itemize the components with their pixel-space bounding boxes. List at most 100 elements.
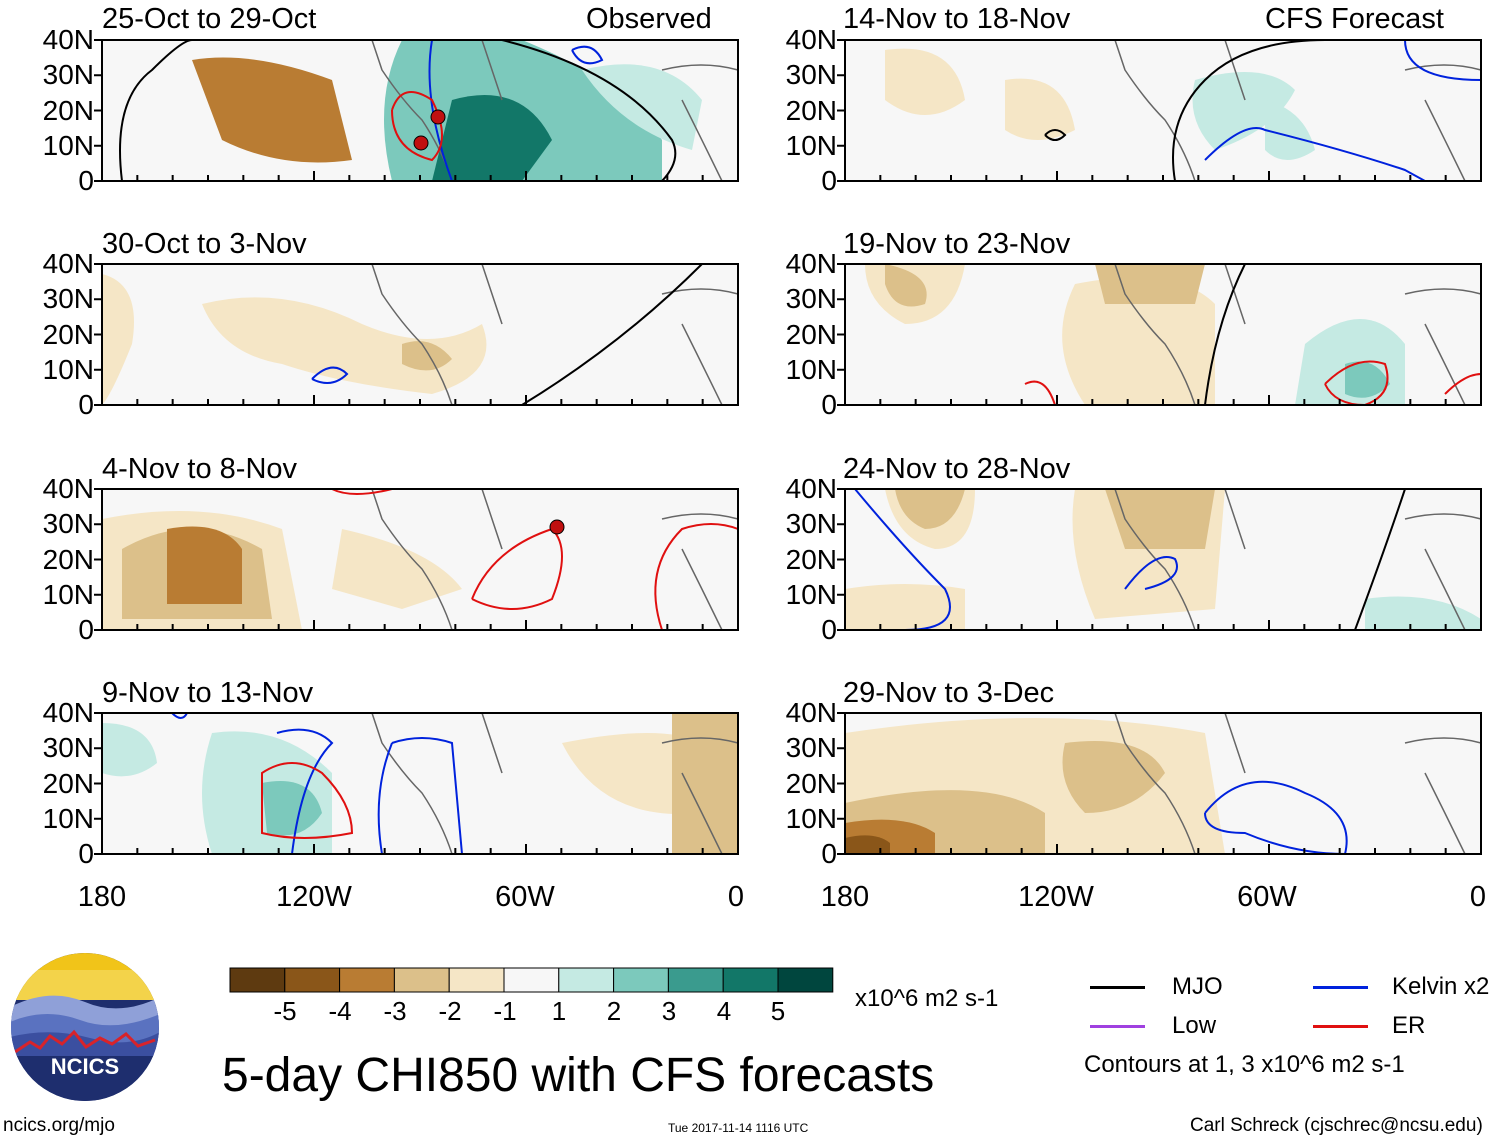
footer-timestamp: Tue 2017-11-14 1116 UTC [668, 1121, 809, 1135]
storm-icon [549, 519, 565, 535]
wave-contour [571, 45, 604, 65]
legend-er-swatch [1313, 1025, 1368, 1028]
chi-anomaly-fill [1105, 489, 1215, 549]
lat-label: 10N [42, 129, 94, 161]
lat-label: 20N [785, 767, 837, 799]
chi-anomaly-fill [895, 489, 965, 529]
colorbar-swatch [558, 967, 615, 993]
logo-text: NCICS [51, 1054, 119, 1079]
lat-label: 40N [42, 248, 94, 279]
coastline [371, 263, 739, 406]
main-title: 5-day CHI850 with CFS forecasts [222, 1049, 935, 1102]
wave-contour [471, 527, 563, 610]
wave-contour [854, 488, 951, 631]
panel-5-map [837, 39, 1482, 182]
wave-contour [1444, 373, 1482, 395]
wave-contour [276, 728, 334, 855]
legend-mjo-label: MJO [1172, 973, 1223, 1000]
panel-4-map [94, 712, 739, 855]
panel-title-3: 4-Nov to 8-Nov [102, 453, 298, 485]
lon-label-0-left: 0 [727, 881, 745, 913]
colorbar-swatch [229, 967, 286, 993]
forecast-label: CFS Forecast [1265, 3, 1444, 35]
lon-label-120w-left: 120W [276, 881, 352, 913]
wave-contour [1204, 263, 1246, 406]
lat-label: 0 [78, 614, 94, 645]
chi-anomaly-fill [332, 529, 462, 609]
chi-anomaly-fill [102, 723, 157, 777]
lat-label: 30N [42, 732, 94, 764]
panel-title-4: 9-Nov to 13-Nov [102, 677, 314, 709]
storm-icon [413, 135, 429, 151]
wave-contour [331, 488, 393, 495]
legend-er-label: ER [1392, 1012, 1426, 1039]
lat-label: 0 [78, 165, 94, 196]
lat-label: 10N [785, 802, 837, 834]
panel-background [845, 40, 1481, 181]
legend-kelvin-label: Kelvin x2 [1392, 973, 1490, 1000]
chi-anomaly-fill [1062, 741, 1165, 813]
chi-anomaly-fill [885, 264, 927, 307]
lat-label: 0 [78, 838, 94, 869]
wave-contour [1354, 488, 1406, 631]
chi-anomaly-fill [1345, 361, 1390, 398]
lon-label-60w-right: 60W [1237, 881, 1297, 913]
ncics-logo: NCICS [11, 953, 159, 1101]
wave-contour [1204, 127, 1426, 182]
colorbar-label: 4 [716, 996, 732, 1026]
chi-anomaly-fill [672, 713, 738, 854]
lat-label: 20N [785, 543, 837, 575]
colorbar-swatch [503, 967, 560, 993]
colorbar-label: -4 [328, 996, 352, 1026]
lat-label: 0 [78, 389, 94, 420]
wave-contour [261, 762, 354, 839]
lon-label-0-right: 0 [1469, 881, 1487, 913]
wave-contour [1124, 556, 1178, 590]
colorbar-swatch [339, 967, 395, 993]
wave-contour [1404, 39, 1482, 81]
footer-author: Carl Schreck (cjschrec@ncsu.edu) [1190, 1115, 1483, 1136]
panel-7-map [837, 488, 1482, 631]
panel-1-map [94, 39, 739, 182]
panel-2-map [94, 263, 739, 406]
lat-label: 40N [785, 24, 837, 55]
panel-title-6: 19-Nov to 23-Nov [843, 228, 1071, 260]
coastline [1114, 712, 1482, 855]
coastline [371, 488, 739, 631]
colorbar-label: 5 [770, 996, 786, 1026]
lat-label: 40N [785, 473, 837, 504]
panel-title-1: 25-Oct to 29-Oct [102, 3, 317, 35]
chi-anomaly-fill [1062, 277, 1215, 405]
colorbar-label: -1 [493, 996, 517, 1026]
chi-anomaly-fill [102, 274, 134, 405]
wave-contour [1024, 380, 1056, 406]
lat-label: 10N [785, 578, 837, 610]
lat-label: 30N [785, 732, 837, 764]
lon-label-180-left: 180 [77, 881, 127, 913]
chi-anomaly-fill [1005, 78, 1075, 140]
storm-icon [430, 109, 446, 125]
chi-anomaly-fill [885, 48, 965, 115]
wave-contour [654, 523, 739, 631]
wave-contour [1324, 360, 1389, 407]
lon-label-60w-left: 60W [495, 881, 555, 913]
lat-label: 20N [42, 94, 94, 126]
colorbar-swatch [393, 967, 450, 993]
coastline [371, 712, 739, 855]
wave-contour [1044, 129, 1067, 141]
lat-label: 0 [821, 389, 837, 420]
wave-contour [521, 263, 703, 406]
wave-contour [171, 712, 188, 719]
chi-anomaly-fill [402, 341, 452, 371]
lat-label: 20N [42, 318, 94, 350]
colorbar-swatch [722, 967, 779, 993]
panel-title-2: 30-Oct to 3-Nov [102, 228, 307, 260]
lat-label: 30N [785, 508, 837, 540]
chi-anomaly-fill [202, 297, 487, 394]
footer-url: ncics.org/mjo [3, 1115, 115, 1136]
lat-label: 40N [785, 697, 837, 728]
lat-label: 40N [42, 697, 94, 728]
panel-6-map [837, 263, 1482, 407]
coastline [1114, 263, 1482, 406]
